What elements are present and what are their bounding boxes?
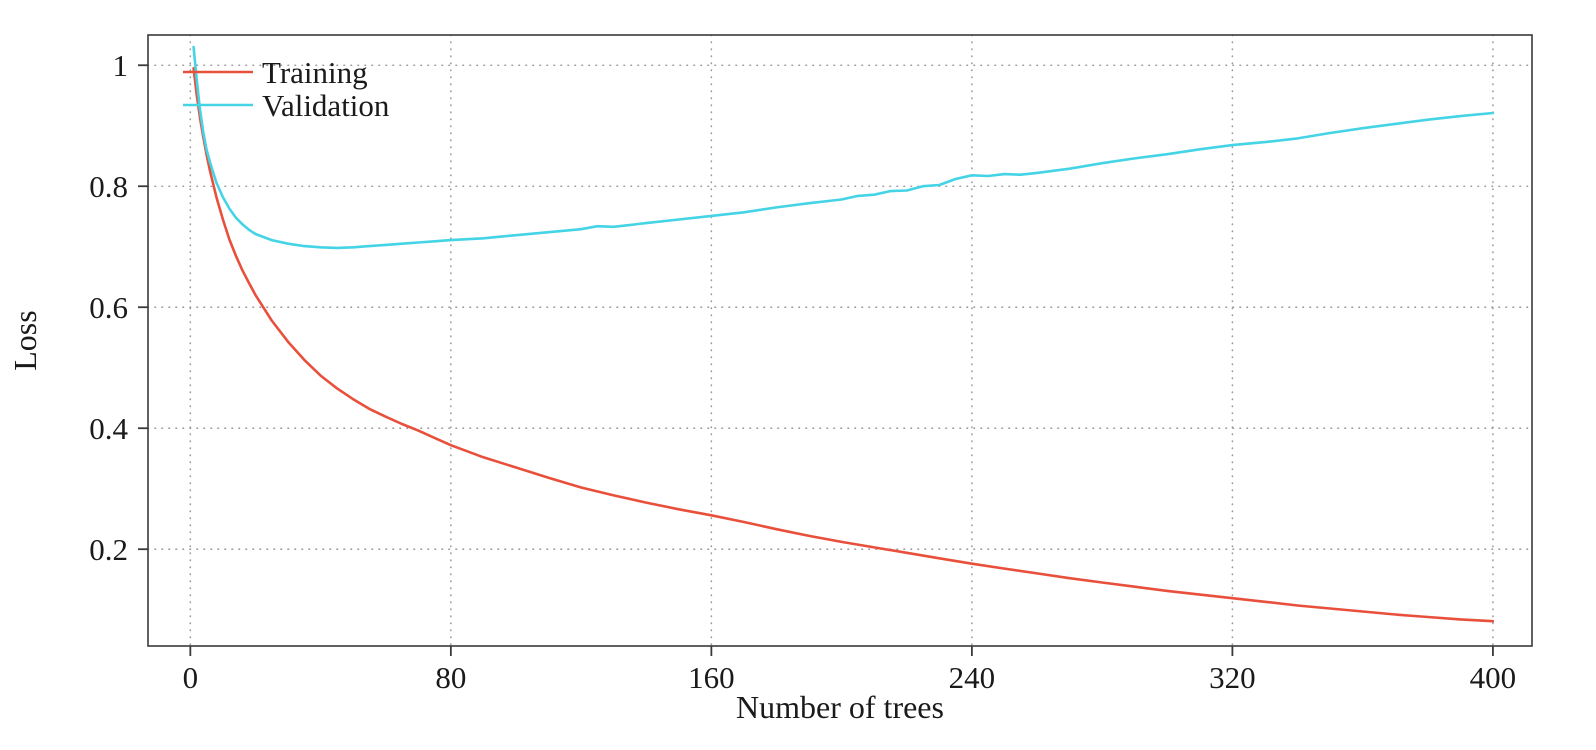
x-tick-label: 240 <box>949 660 996 695</box>
series-line-validation <box>192 45 1495 250</box>
x-axis-title: Number of trees <box>736 689 944 725</box>
legend-label-training: Training <box>262 55 368 90</box>
y-axis-title: Loss <box>7 310 43 370</box>
y-tick-label: 0.2 <box>89 532 128 567</box>
series-line-training <box>192 67 1495 623</box>
y-tick-label: 0.4 <box>89 411 128 446</box>
gridlines <box>147 34 1533 647</box>
x-tick-label: 400 <box>1470 660 1517 695</box>
y-tick-label: 0.6 <box>89 290 128 325</box>
y-tick-label: 0.8 <box>89 169 128 204</box>
x-tick-label: 80 <box>435 660 466 695</box>
plot-frame <box>147 34 1533 647</box>
y-tick-label: 1 <box>113 48 129 83</box>
legend-label-validation: Validation <box>262 88 390 123</box>
x-tick-label: 320 <box>1209 660 1256 695</box>
x-tick-label: 0 <box>183 660 199 695</box>
x-tick-label: 160 <box>688 660 735 695</box>
axis-ticks: 0 80 160 240 320 400 0.2 0.4 0.6 0.8 1 <box>89 48 1516 695</box>
